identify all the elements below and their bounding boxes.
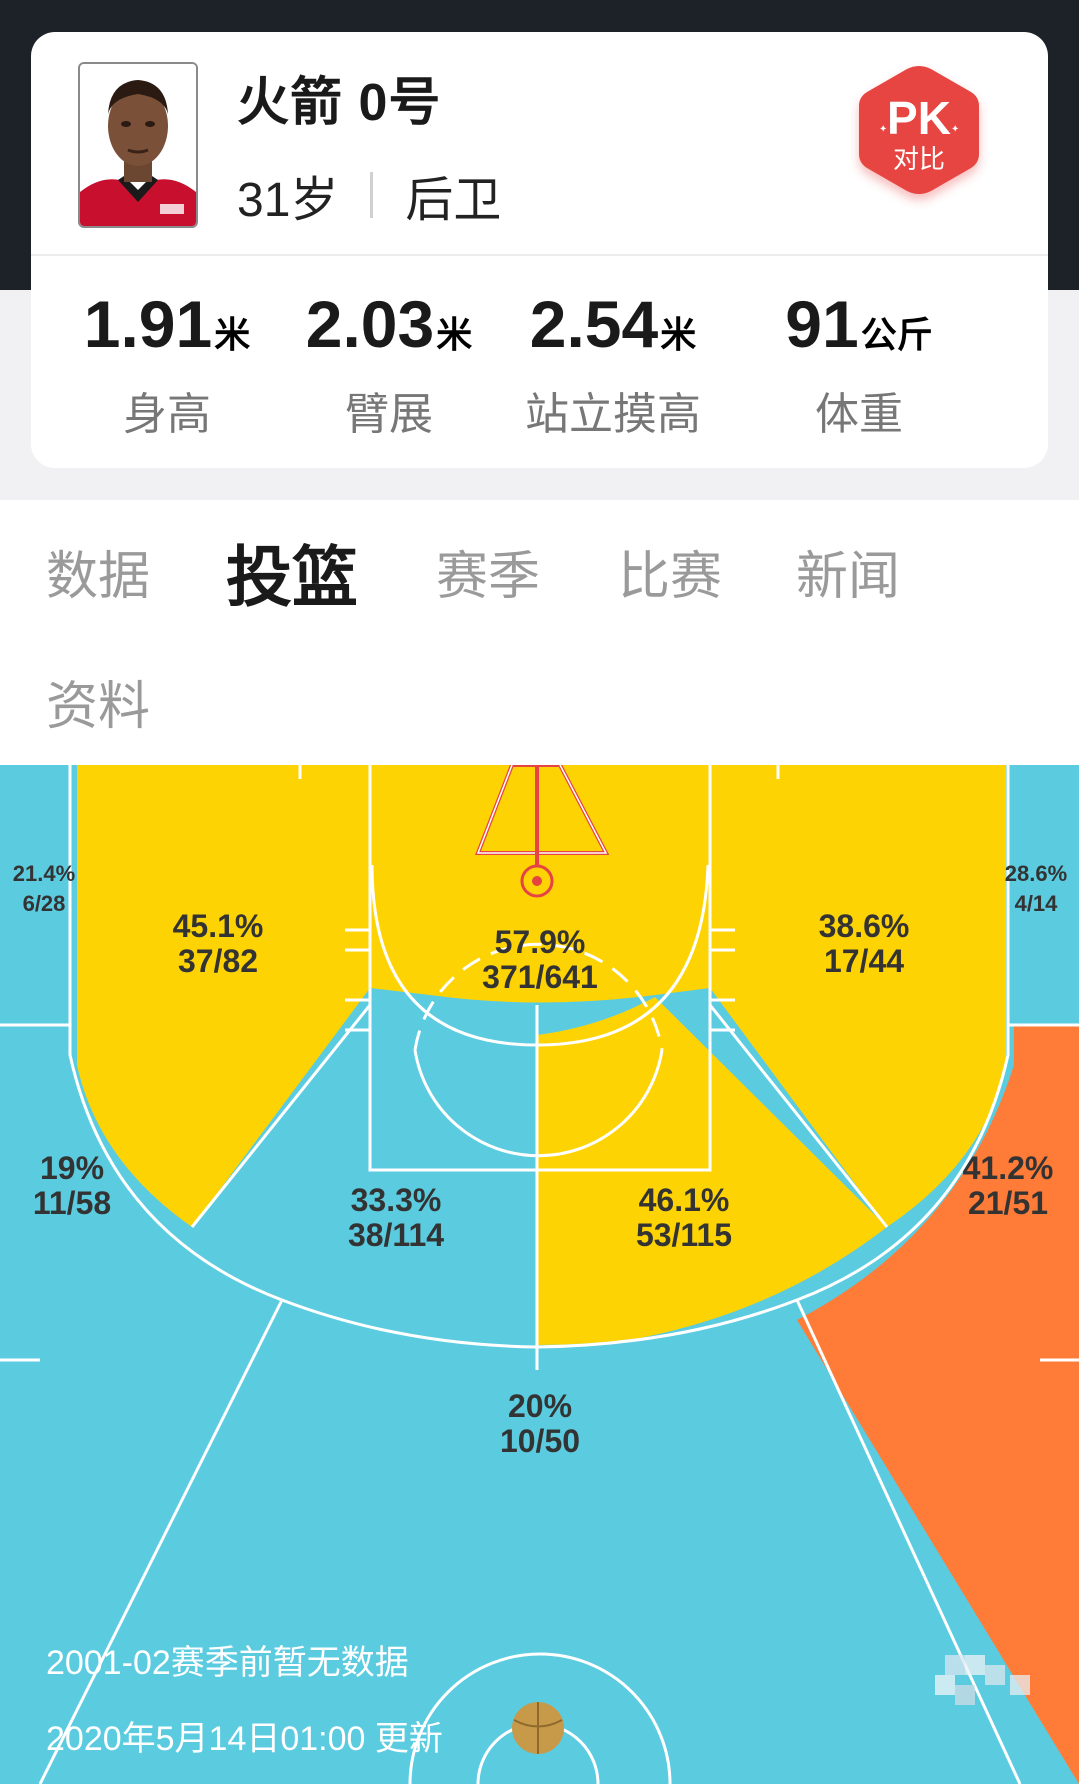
stat-unit: 米: [214, 314, 251, 355]
stat-weight: 91公斤 体重: [759, 286, 959, 442]
stat-standing-reach: 2.54米 站立摸高: [513, 286, 713, 442]
zone-pct: 38.6%: [819, 908, 910, 944]
stat-label: 体重: [815, 390, 903, 439]
tab-profile[interactable]: 资料: [46, 678, 151, 736]
zone-made: 53/115: [636, 1217, 732, 1253]
tab-games[interactable]: 比赛: [618, 548, 723, 606]
player-name: 火箭 0号: [237, 74, 442, 132]
tab-shooting[interactable]: 投篮: [226, 540, 358, 614]
tab-season[interactable]: 赛季: [436, 548, 541, 606]
zone-made: 6/28: [23, 891, 66, 916]
watermark: [935, 1655, 1030, 1705]
stat-unit: 米: [436, 314, 473, 355]
stat-value: 2.03: [305, 287, 435, 361]
pk-sublabel: 对比: [893, 145, 945, 175]
player-avatar[interactable]: [78, 62, 198, 228]
zone-made: 4/14: [1015, 891, 1059, 916]
info-divider: [370, 172, 374, 218]
player-header: 火箭 0号 31岁 后卫 PK 对比 ✦ ✦: [31, 32, 1048, 256]
zone-pct: 45.1%: [173, 908, 264, 944]
zone-pct: 20%: [508, 1388, 572, 1424]
star-icon: ✦: [879, 124, 887, 135]
zone-made: 371/641: [482, 959, 598, 995]
body-stats: 1.91米 身高 2.03米 臂展 2.54米 站立摸高 91公斤 体重: [31, 256, 1048, 468]
pk-compare-button[interactable]: PK 对比 ✦ ✦: [849, 58, 989, 210]
star-icon: ✦: [951, 124, 959, 135]
stat-label: 身高: [123, 390, 211, 439]
zone-right-elbow-mid: [537, 997, 887, 1345]
zone-pct: 19%: [40, 1150, 104, 1186]
stat-wingspan: 2.03米 臂展: [299, 286, 479, 442]
zone-made: 10/50: [500, 1423, 580, 1459]
zone-made: 38/114: [348, 1217, 444, 1253]
stat-value: 1.91: [83, 287, 213, 361]
zone-pct: 57.9%: [495, 924, 586, 960]
zone-pct: 41.2%: [963, 1150, 1054, 1186]
hoop-icon: [475, 765, 610, 898]
zone-left-baseline-mid: [77, 765, 370, 1227]
zone-pct: 28.6%: [1005, 861, 1067, 886]
player-card: 火箭 0号 31岁 后卫 PK 对比 ✦ ✦ 1.91米 身: [31, 32, 1048, 468]
player-info: 31岁 后卫: [237, 160, 501, 230]
zone-made: 21/51: [968, 1185, 1048, 1221]
tab-news[interactable]: 新闻: [796, 548, 901, 606]
player-position: 后卫: [405, 174, 502, 227]
zone-made: 37/82: [178, 943, 258, 979]
zone-right-baseline-mid: [710, 765, 1006, 1227]
zone-right-wing-three: [797, 1025, 1079, 1784]
shot-chart: 21.4% 6/28 45.1% 37/82 57.9% 371/641 38.…: [0, 765, 1079, 1784]
update-time: 2020年5月14日01:00 更新: [46, 1720, 443, 1758]
zone-made: 11/58: [33, 1185, 111, 1221]
no-data-note: 2001-02赛季前暂无数据: [46, 1644, 409, 1682]
zone-pct: 21.4%: [13, 861, 75, 886]
player-age: 31岁: [237, 174, 339, 227]
stat-value: 91: [785, 287, 859, 361]
stat-height: 1.91米 身高: [77, 286, 257, 442]
tab-bar: 数据 投篮 赛季 比赛 新闻 资料: [0, 500, 1079, 765]
stat-unit: 米: [660, 314, 697, 355]
tab-stats[interactable]: 数据: [46, 548, 151, 606]
pk-label: PK: [887, 92, 951, 144]
zone-pct: 46.1%: [639, 1182, 730, 1218]
court-lines: [0, 765, 1079, 1784]
zone-made: 17/44: [824, 943, 904, 979]
stat-unit: 公斤: [860, 314, 933, 355]
stat-value: 2.54: [529, 287, 659, 361]
zone-pct: 33.3%: [351, 1182, 442, 1218]
basketball-icon: [512, 1702, 564, 1754]
stat-label: 站立摸高: [525, 390, 701, 439]
stat-label: 臂展: [345, 390, 433, 439]
